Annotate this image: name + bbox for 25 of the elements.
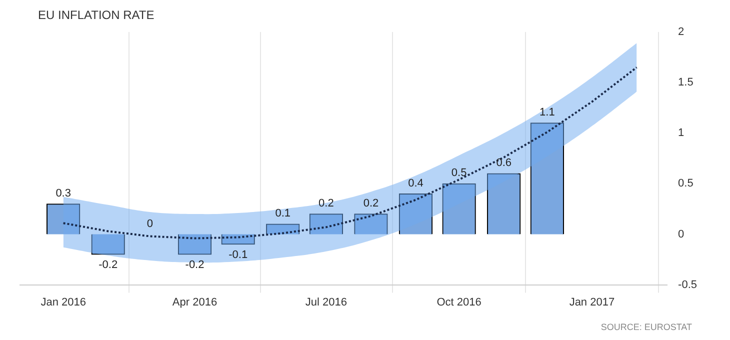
data-label: 0.3 (56, 187, 71, 200)
y-tick-label: -0.5 (678, 278, 698, 291)
x-tick-label: Oct 2016 (436, 296, 482, 308)
data-label: 0.2 (363, 198, 379, 210)
x-tick-label: Jan 2016 (40, 296, 86, 308)
data-label: -0.1 (228, 248, 248, 261)
data-label: -0.2 (185, 258, 204, 271)
data-label: 0.2 (318, 198, 334, 210)
data-label: 0.4 (408, 177, 424, 190)
data-label: 0.5 (451, 167, 467, 180)
data-label: 0.1 (275, 208, 291, 220)
chart-title: EU INFLATION RATE (38, 8, 154, 22)
y-tick-label: 0 (678, 228, 684, 240)
y-tick-label: 1.5 (678, 76, 694, 89)
data-label: 1.1 (540, 106, 555, 119)
data-label: 0 (146, 218, 154, 230)
x-tick-label: Apr 2016 (172, 296, 218, 308)
data-label: 0.6 (496, 157, 512, 170)
data-label: -0.2 (98, 258, 118, 271)
y-tick-label: 2 (678, 26, 684, 38)
x-tick-label: Jan 2017 (569, 296, 615, 308)
source-note: SOURCE: EUROSTAT (600, 322, 692, 332)
y-tick-label: 1 (678, 127, 684, 140)
y-tick-label: 0.5 (678, 178, 694, 190)
x-tick-label: Jul 2016 (305, 296, 347, 308)
